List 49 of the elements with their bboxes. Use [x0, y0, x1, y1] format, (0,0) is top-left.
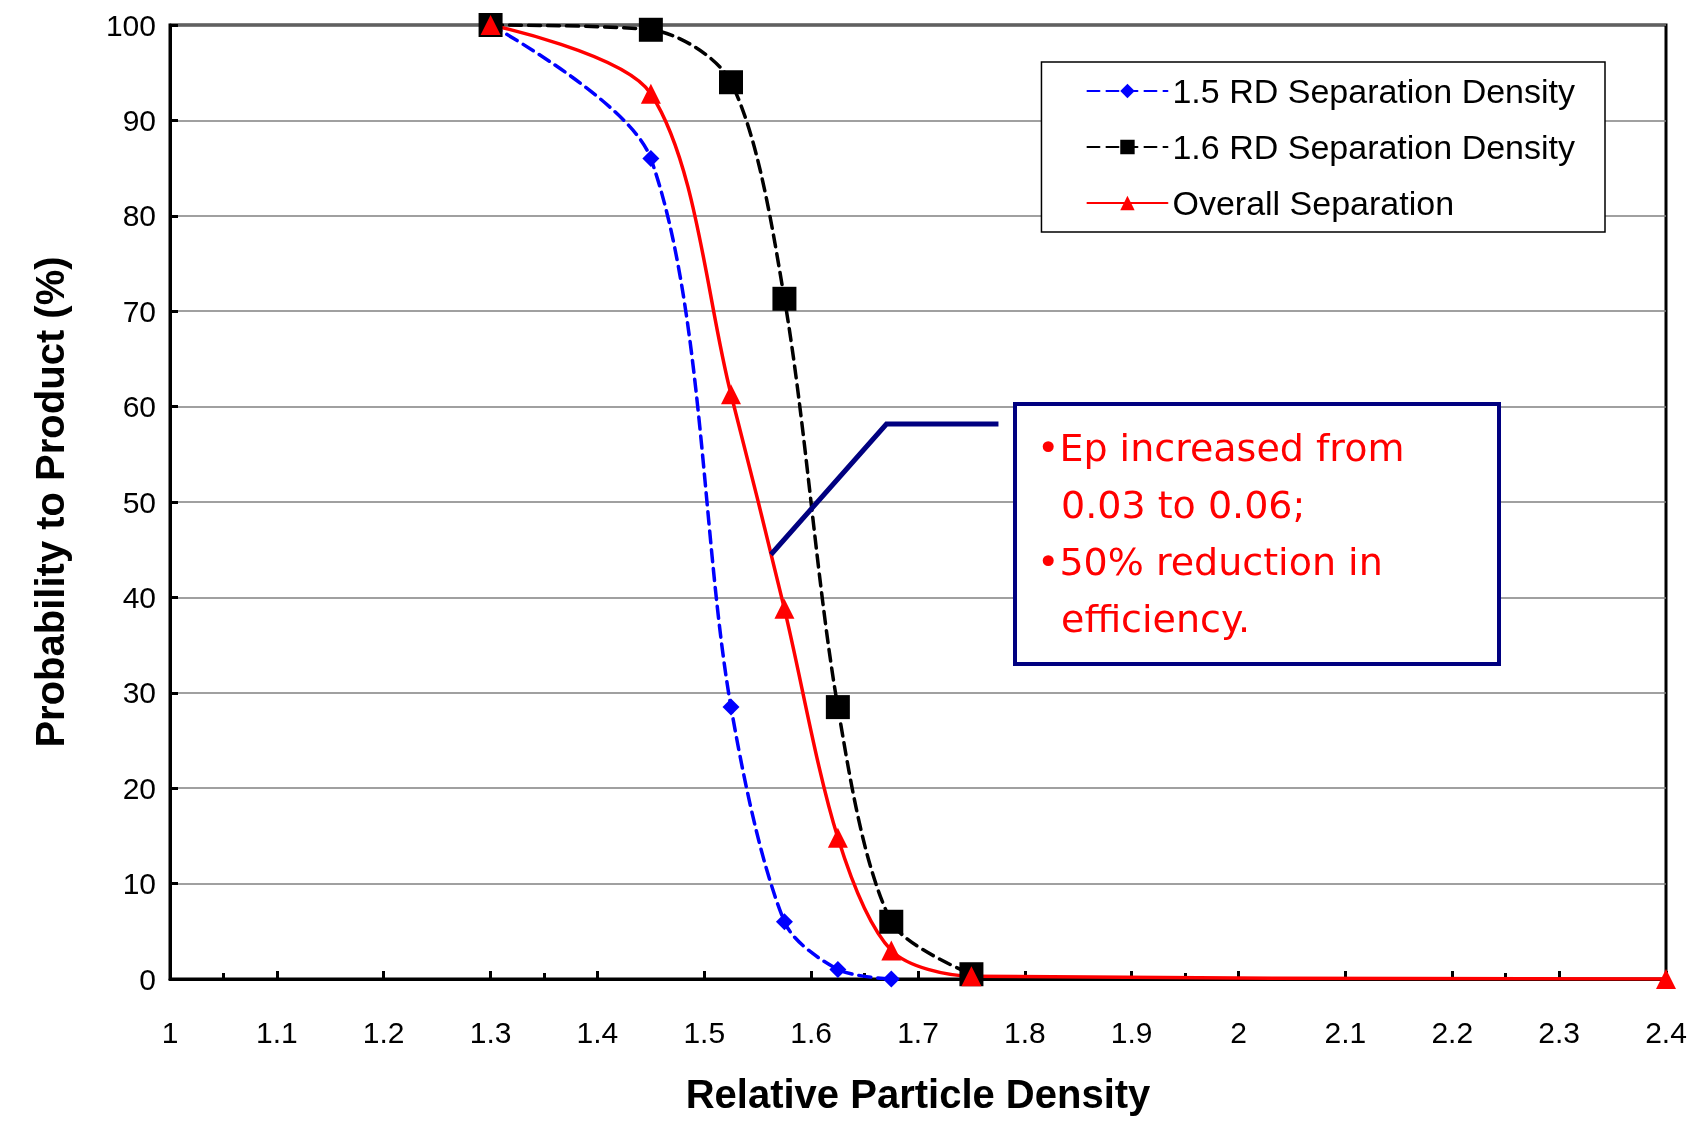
- x-tick-label: 1.3: [469, 1015, 512, 1049]
- point: [774, 598, 795, 619]
- y-axis-title: Probability to Product (%): [28, 256, 72, 748]
- point: [1656, 969, 1676, 989]
- x-tick-label: 1.5: [683, 1015, 726, 1049]
- x-tick-label: 2.4: [1645, 1015, 1687, 1049]
- x-tick-label: 1.2: [362, 1015, 405, 1049]
- point: [642, 150, 660, 168]
- x-tick-label: 1.6: [790, 1015, 832, 1049]
- legend-label: 1.5 RD Separation Density: [1172, 72, 1576, 110]
- y-tick-label: 0: [139, 962, 156, 996]
- x-tick-label: 2.1: [1324, 1015, 1367, 1049]
- y-tick-label: 90: [122, 103, 156, 137]
- point: [882, 970, 900, 988]
- x-tick-label: 2: [1230, 1015, 1247, 1049]
- y-tick-label: 60: [122, 390, 156, 424]
- x-tick-label: 2.3: [1538, 1015, 1580, 1049]
- point: [775, 913, 793, 931]
- y-tick-label: 10: [122, 867, 156, 901]
- x-tick-label: 1.7: [897, 1015, 939, 1049]
- x-tick-label: 1.4: [576, 1015, 619, 1049]
- y-tick-label: 80: [122, 199, 156, 233]
- point: [722, 698, 740, 716]
- legend-label: Overall Separation: [1172, 184, 1455, 222]
- x-tick-label: 1.9: [1110, 1015, 1153, 1049]
- point: [719, 70, 743, 95]
- x-axis-title: Relative Particle Density: [685, 1072, 1152, 1116]
- point: [640, 83, 661, 104]
- y-tick-label: 70: [122, 294, 156, 328]
- x-tick-label: 1.8: [1004, 1015, 1046, 1049]
- annotation: •Ep increased from 0.03 to 0.06;: [1037, 425, 1406, 529]
- point: [827, 827, 848, 848]
- y-tick-label: 40: [122, 580, 156, 614]
- point: [721, 384, 741, 405]
- annotation: •50% reduction in efficiency.: [1037, 539, 1384, 643]
- x-tick-label: 1: [161, 1015, 179, 1049]
- x-tick-label: 1.1: [256, 1015, 298, 1049]
- point: [825, 695, 850, 720]
- x-tick-label: 2.2: [1431, 1015, 1474, 1049]
- y-tick-label: 30: [122, 676, 156, 710]
- point: [772, 286, 797, 311]
- point: [829, 960, 847, 978]
- point: [638, 17, 663, 42]
- point: [879, 909, 904, 934]
- point: [881, 940, 902, 961]
- legend-label: 1.6 RD Separation Density: [1172, 128, 1576, 166]
- y-tick-label: 100: [105, 8, 156, 42]
- y-tick-label: 20: [122, 771, 156, 805]
- y-tick-label: 50: [122, 485, 156, 519]
